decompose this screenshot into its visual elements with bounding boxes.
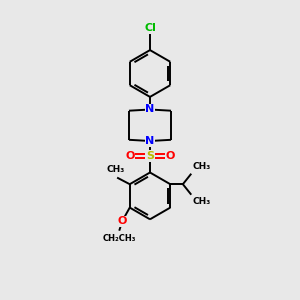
Text: CH₂CH₃: CH₂CH₃ — [103, 234, 136, 243]
Text: O: O — [125, 151, 135, 161]
Text: N: N — [146, 136, 154, 146]
Text: CH₃: CH₃ — [193, 197, 211, 206]
Text: CH₃: CH₃ — [106, 165, 124, 174]
Text: CH₃: CH₃ — [193, 162, 211, 171]
Text: S: S — [146, 151, 154, 161]
Text: N: N — [146, 104, 154, 115]
Text: O: O — [118, 216, 127, 226]
Text: O: O — [165, 151, 175, 161]
Text: Cl: Cl — [144, 23, 156, 33]
